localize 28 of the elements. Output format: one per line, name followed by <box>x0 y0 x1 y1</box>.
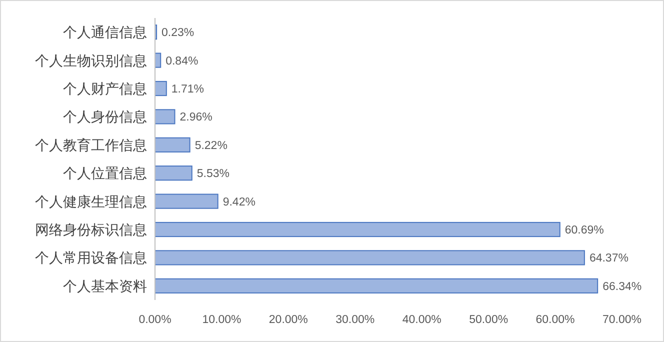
x-tick-label: 70.00% <box>602 314 642 326</box>
data-label: 1.71% <box>171 84 204 96</box>
data-label: 60.69% <box>564 224 604 236</box>
y-tick-label: 个人身份信息 <box>63 108 147 125</box>
data-label: 5.53% <box>196 168 230 180</box>
y-tick-label: 个人基本资料 <box>63 278 147 294</box>
x-tick-label: 60.00% <box>536 314 575 326</box>
y-tick-label: 个人位置信息 <box>63 165 147 182</box>
data-label: 2.96% <box>180 112 212 124</box>
data-label: 0.23% <box>162 27 194 40</box>
y-tick-label: 个人生物识别信息 <box>35 52 147 68</box>
data-label: 66.34% <box>602 280 642 293</box>
x-tick-label: 20.00% <box>268 314 308 326</box>
data-label: 5.22% <box>194 140 228 152</box>
x-tick-label: 50.00% <box>469 314 508 326</box>
x-tick-label: 0.00% <box>138 314 172 326</box>
y-tick-label: 个人教育工作信息 <box>35 136 147 153</box>
x-tick-label: 30.00% <box>336 314 375 326</box>
data-label: 0.84% <box>166 55 198 68</box>
y-tick-label: 个人常用设备信息 <box>35 250 147 266</box>
y-tick-label: 个人通信信息 <box>63 24 147 40</box>
x-tick-label: 10.00% <box>202 314 242 326</box>
y-tick-label: 个人健康生理信息 <box>35 193 147 210</box>
x-tick-label: 40.00% <box>402 314 442 326</box>
y-tick-label: 网络身份标识信息 <box>35 222 147 238</box>
y-tick-label: 个人财产信息 <box>63 80 147 96</box>
data-label: 9.42% <box>222 196 256 208</box>
data-label: 64.37% <box>589 252 628 265</box>
